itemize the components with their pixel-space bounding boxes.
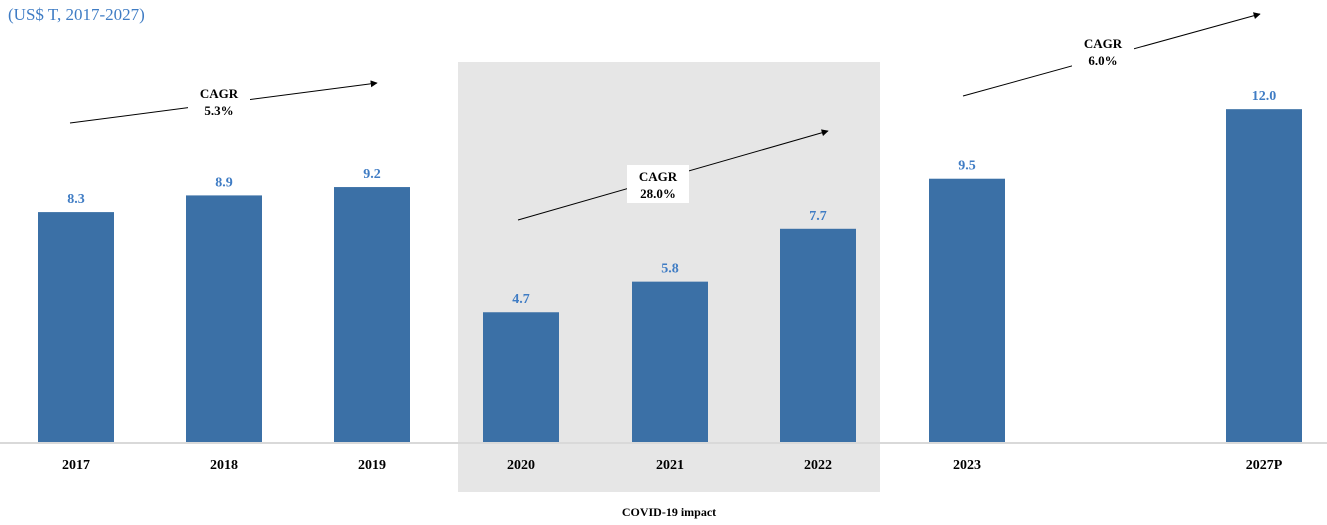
cagr-value: 28.0% [640, 186, 676, 201]
x-tick-label: 2021 [656, 458, 684, 473]
bar [186, 195, 262, 443]
bar-value-label: 9.2 [363, 167, 381, 182]
bar-value-label: 8.9 [215, 175, 233, 190]
bar [780, 228, 856, 443]
cagr-label-background [627, 165, 689, 203]
x-tick-label: 2018 [210, 458, 238, 473]
bar [483, 312, 559, 443]
covid-impact-label: COVID-19 impact [622, 505, 716, 519]
bar [334, 187, 410, 443]
x-tick-label: 2019 [358, 458, 386, 473]
cagr-value: 6.0% [1088, 53, 1117, 68]
bar [1226, 109, 1302, 444]
x-tick-label: 2022 [804, 458, 832, 473]
bar-value-label: 5.8 [661, 262, 679, 277]
x-tick-label: 2023 [953, 458, 981, 473]
bar-value-label: 9.5 [958, 159, 976, 174]
cagr-label: CAGR [639, 169, 678, 184]
cagr-value: 5.3% [204, 103, 233, 118]
cagr-label-background [1072, 32, 1134, 70]
cagr-label-background [188, 82, 250, 120]
bar-value-label: 8.3 [67, 192, 85, 207]
x-tick-label: 2017 [62, 458, 90, 473]
bar [38, 212, 114, 443]
cagr-label: CAGR [200, 86, 239, 101]
bar-value-label: 4.7 [512, 292, 530, 307]
x-tick-label: 2027P [1246, 458, 1283, 473]
bar [632, 281, 708, 443]
cagr-label: CAGR [1084, 36, 1123, 51]
bar-value-label: 12.0 [1252, 89, 1277, 104]
bar [929, 178, 1005, 443]
x-tick-label: 2020 [507, 458, 535, 473]
chart-subtitle: (US$ T, 2017-2027) [8, 5, 145, 24]
bar-value-label: 7.7 [809, 209, 827, 224]
